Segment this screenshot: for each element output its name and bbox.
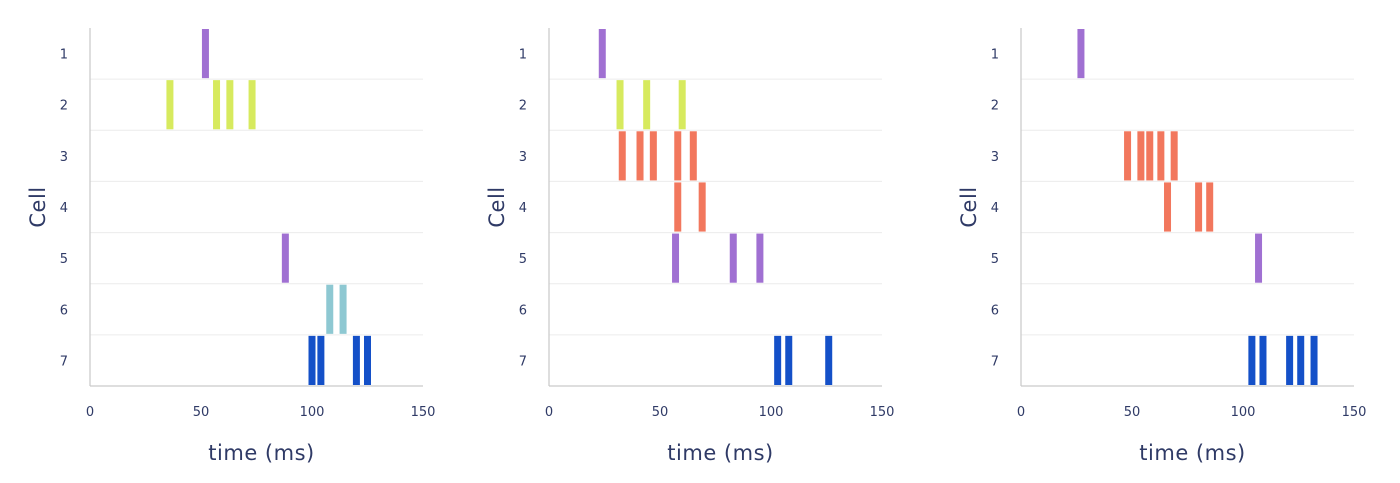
y-tick-label: 1 [60,48,68,63]
y-tick-label: 6 [60,303,68,318]
y-tick-label: 6 [991,303,999,318]
spike-mark [616,80,624,130]
spike-mark [598,29,606,79]
spike-mark [352,335,360,385]
y-tick-label: 6 [519,303,527,318]
spike-mark [774,335,782,385]
spike-mark [1146,131,1154,181]
spike-mark [643,80,651,130]
y-axis-label: Cell [26,186,50,227]
spike-mark [281,233,289,283]
raster-panel-1: 1 2 3 4 5 6 7 0 50 100 150 time (ms) Cell [26,28,435,465]
y-tick-label: 7 [519,354,527,369]
spike-mark [1170,131,1178,181]
y-tick-label: 3 [60,150,68,165]
y-tick-label: 7 [60,354,68,369]
spike-mark [326,284,334,334]
y-tick-label: 3 [519,150,527,165]
spike-mark [1286,335,1294,385]
spike-mark [698,182,706,232]
spike-mark [308,335,316,385]
x-tick-label: 50 [1124,405,1141,420]
x-tick-label: 150 [1342,405,1367,420]
raster-panel-3: 1 2 3 4 5 6 7 0 50 100 150 time (ms) Cell [957,28,1366,465]
spike-mark [785,335,793,385]
x-tick-label: 150 [870,405,895,420]
spike-mark [649,131,657,181]
x-tick-label: 100 [300,405,325,420]
x-tick-label: 100 [759,405,784,420]
x-tick-label: 100 [1231,405,1256,420]
y-tick-label: 2 [60,99,68,114]
spike-mark [618,131,626,181]
spike-mark [672,233,680,283]
spike-mark [674,131,682,181]
spike-mark [825,335,833,385]
y-tick-label: 2 [519,99,527,114]
spike-mark [1195,182,1203,232]
x-axis-label: time (ms) [667,441,773,465]
spike-mark [689,131,697,181]
y-tick-label: 2 [991,99,999,114]
x-axis-label: time (ms) [1139,441,1245,465]
spike-mark [248,80,256,130]
x-tick-label: 50 [652,405,669,420]
spike-mark [213,80,221,130]
spike-mark [1157,131,1165,181]
y-tick-label: 4 [519,201,527,216]
y-tick-label: 1 [519,48,527,63]
x-tick-label: 0 [545,405,553,420]
y-tick-label: 3 [991,150,999,165]
raster-panel-2: 1 2 3 4 5 6 7 0 50 100 150 time (ms) Cell [485,28,894,465]
spike-mark [166,80,174,130]
y-tick-label: 5 [60,252,68,267]
spike-mark [636,131,644,181]
spike-mark [317,335,325,385]
spike-mark [756,233,764,283]
spike-mark [1310,335,1318,385]
spike-mark [339,284,347,334]
spike-mark [1248,335,1256,385]
spike-mark [1206,182,1214,232]
spike-mark [1164,182,1172,232]
spike-mark [1124,131,1132,181]
x-tick-label: 0 [86,405,94,420]
x-axis-label: time (ms) [208,441,314,465]
spike-mark [1259,335,1267,385]
x-tick-label: 0 [1017,405,1025,420]
x-tick-label: 50 [193,405,210,420]
spike-mark [226,80,234,130]
spike-mark [674,182,682,232]
y-axis-label: Cell [485,186,509,227]
spike-mark [1137,131,1145,181]
y-tick-label: 1 [991,48,999,63]
spike-mark [364,335,371,385]
spike-mark [1077,29,1085,79]
y-tick-label: 4 [991,201,999,216]
spike-mark [729,233,737,283]
y-axis-label: Cell [957,186,981,227]
x-tick-label: 150 [411,405,436,420]
spike-mark [1255,233,1263,283]
y-tick-label: 4 [60,201,68,216]
y-tick-label: 5 [519,252,527,267]
spike-mark [678,80,686,130]
spike-mark [1297,335,1305,385]
y-tick-label: 7 [991,354,999,369]
y-tick-label: 5 [991,252,999,267]
spike-mark [201,29,209,79]
